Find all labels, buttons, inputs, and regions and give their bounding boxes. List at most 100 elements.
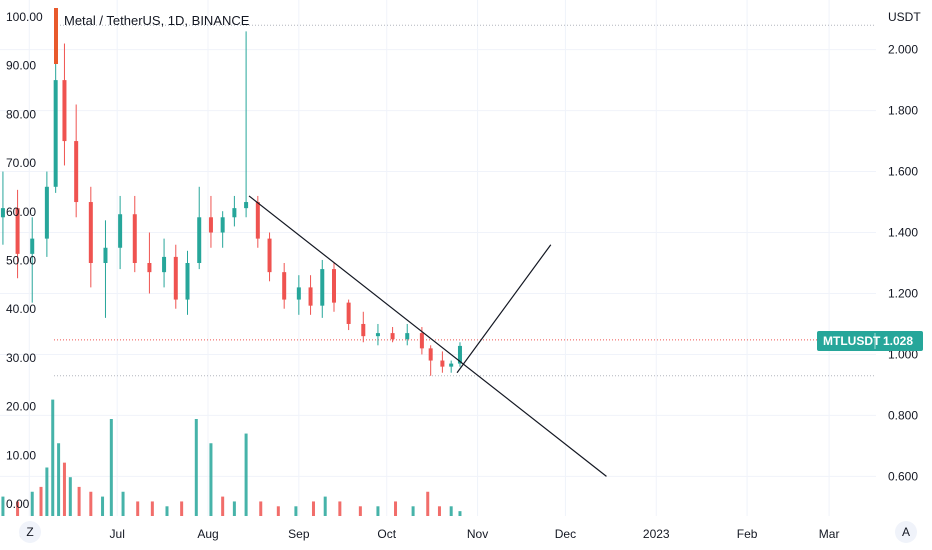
chart-title: Metal / TetherUS, 1D, BINANCE <box>64 13 250 28</box>
candle <box>282 263 287 309</box>
candle <box>88 186 93 288</box>
candle <box>44 171 49 257</box>
volume-bar <box>45 467 49 516</box>
candle-body <box>44 186 49 239</box>
volume-bar <box>394 501 398 516</box>
volume-bar <box>136 501 140 516</box>
left-axis-tick: 100.00 <box>6 10 43 24</box>
candle-body <box>232 208 237 218</box>
last-price-label: 1.028 <box>883 334 913 348</box>
candle <box>390 327 395 343</box>
zoom-button-bg[interactable] <box>19 521 41 543</box>
candle-body <box>0 208 5 218</box>
candle <box>74 104 79 218</box>
time-axis-ticks: JunJulAugSepOctNovDec2023FebMar <box>20 527 840 541</box>
candle <box>331 263 336 312</box>
volume-bar <box>358 506 362 516</box>
candle-body <box>457 345 462 364</box>
candle <box>232 195 237 227</box>
volume-bar <box>338 501 342 516</box>
volume-bar <box>209 443 213 516</box>
volume-bars <box>1 399 462 516</box>
left-axis-tick: 10.00 <box>6 448 36 462</box>
time-axis-tick: Dec <box>555 527 576 541</box>
volume-bar <box>30 491 34 516</box>
left-axis-tick: 90.00 <box>6 59 36 73</box>
volume-bar <box>449 506 453 516</box>
candle <box>30 217 35 303</box>
candles <box>0 31 462 376</box>
zoom-button-label[interactable]: Z <box>26 525 33 539</box>
volume-bar <box>77 486 81 516</box>
candle <box>361 311 366 343</box>
candle-body <box>74 141 79 203</box>
price-badge: MTLUSDT 1.028 <box>817 331 923 351</box>
candle-body <box>118 214 123 248</box>
candle <box>62 43 67 166</box>
volume-bar <box>62 462 66 516</box>
volume-bar <box>16 501 20 516</box>
candle-body <box>197 217 202 263</box>
candle <box>320 259 325 318</box>
candle-body <box>390 333 395 340</box>
volume-bar <box>57 443 61 516</box>
price-axis-tick: 1.800 <box>888 104 918 118</box>
candle-body <box>346 302 351 324</box>
grid <box>0 0 876 516</box>
volume-bar <box>180 501 184 516</box>
time-axis-tick: Aug <box>197 527 218 541</box>
candle <box>267 232 272 282</box>
volume-bar <box>311 501 315 516</box>
candle-body <box>320 269 325 306</box>
candle-body <box>220 217 225 233</box>
price-axis-tick: 1.600 <box>888 165 918 179</box>
time-axis-tick: Jul <box>110 527 125 541</box>
candle-body <box>375 333 380 337</box>
price-axis-tick: 1.200 <box>888 286 918 300</box>
trendline[interactable] <box>456 244 552 374</box>
price-axis-tick: 0.600 <box>888 469 918 483</box>
candle <box>197 186 202 270</box>
left-axis-tick: 40.00 <box>6 302 36 316</box>
volume-bar <box>411 506 415 516</box>
candle-body <box>331 269 336 303</box>
trendline[interactable] <box>248 195 607 477</box>
left-axis-tick: 70.00 <box>6 156 36 170</box>
candle-body <box>428 348 433 361</box>
candle <box>405 323 410 346</box>
time-axis-tick: Sep <box>288 527 310 541</box>
level-lines <box>54 24 876 377</box>
auto-scale-button[interactable]: A <box>895 521 917 543</box>
volume-bar <box>51 399 55 516</box>
time-axis-tick: Nov <box>467 527 488 541</box>
candle-body <box>185 263 190 300</box>
candle <box>244 31 249 218</box>
volume-bar <box>259 501 263 516</box>
price-badge-bg <box>817 331 923 351</box>
candle-body <box>62 80 67 142</box>
left-axis-tick: 30.00 <box>6 351 36 365</box>
volume-bar <box>458 511 462 516</box>
volume-bar <box>232 501 236 516</box>
auto-button-label[interactable]: A <box>902 525 910 539</box>
volume-bar <box>109 419 113 516</box>
volume-bar <box>121 491 125 516</box>
trendlines[interactable] <box>248 195 607 477</box>
volume-bar <box>437 506 441 516</box>
candle-body <box>162 256 167 273</box>
zoom-reset-button[interactable]: Z <box>19 521 41 543</box>
left-axis-ticks: 100.00 90.00 80.00 70.00 60.00 50.00 40.00 30.0… <box>6 10 43 511</box>
candle <box>53 55 58 193</box>
candle-body <box>449 363 454 367</box>
candle-body <box>267 238 272 273</box>
candle-body <box>361 323 366 337</box>
currency-label: USDT <box>888 10 921 24</box>
candle-body <box>296 287 301 300</box>
candle <box>208 195 213 248</box>
candle <box>162 238 167 288</box>
auto-button-bg[interactable] <box>895 521 917 543</box>
volume-bar <box>244 433 248 516</box>
candle-body <box>255 202 260 239</box>
